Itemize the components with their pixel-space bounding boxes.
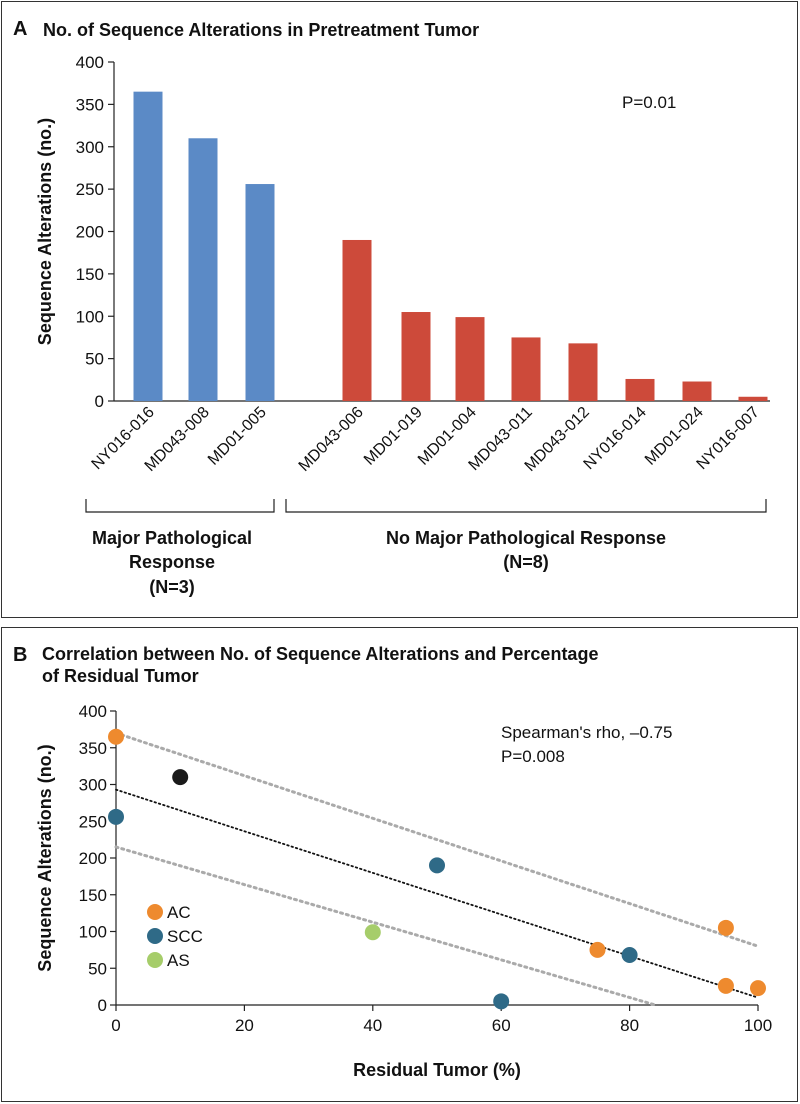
data-point (589, 941, 606, 958)
y-tick-label: 50 (85, 350, 104, 369)
panel-a: A No. of Sequence Alterations in Pretrea… (1, 1, 798, 618)
x-tick-label: 60 (492, 1016, 511, 1035)
legend-marker (147, 928, 163, 944)
bracket-major (85, 499, 275, 513)
regression-fit-line (115, 788, 759, 999)
bar (738, 396, 768, 401)
bar (455, 317, 485, 401)
panel-b-title-line-2: of Residual Tumor (42, 666, 199, 686)
y-tick-label: 400 (79, 702, 107, 721)
panel-a-letter: A (13, 18, 28, 40)
x-tick-label: 20 (235, 1016, 254, 1035)
y-tick-label: 400 (76, 53, 104, 72)
group-label-no-major: No Major Pathological Response (386, 528, 666, 548)
y-tick-label: 250 (79, 812, 107, 831)
x-tick-label: 40 (363, 1016, 382, 1035)
bar (245, 184, 275, 401)
x-tick-label: 100 (744, 1016, 772, 1035)
data-point (429, 857, 445, 874)
bar (188, 138, 218, 401)
x-axis-label: Residual Tumor (%) (353, 1060, 521, 1080)
panel-b-letter: B (13, 644, 28, 666)
bar (682, 381, 712, 401)
panel-b: B Correlation between No. of Sequence Al… (1, 627, 798, 1102)
data-point (108, 808, 124, 825)
stats-annotation: Spearman's rho, –0.75 (501, 723, 672, 742)
legend-marker (147, 904, 163, 920)
data-point (750, 980, 766, 997)
data-point (364, 924, 381, 941)
x-tick-label: 80 (620, 1016, 639, 1035)
y-tick-label: 100 (79, 923, 107, 942)
x-tick-label: 0 (111, 1016, 120, 1035)
bar (342, 239, 372, 401)
data-point (717, 977, 734, 994)
y-axis-label: Sequence Alterations (no.) (35, 118, 55, 345)
scatter-chart: 0 50 100 150 200 250 300 350 400 0 20 40 60 80 100 Sequ… (35, 702, 772, 1080)
data-point (108, 728, 124, 745)
y-tick-label: 250 (76, 180, 104, 199)
legend-label: AS (167, 951, 190, 970)
group-label-no-major: (N=8) (503, 552, 549, 572)
y-axis-label: Sequence Alterations (no.) (35, 744, 55, 971)
y-tick-label: 350 (76, 95, 104, 114)
y-tick-label: 150 (79, 886, 107, 905)
stats-annotation: P=0.008 (501, 747, 565, 766)
bar (133, 91, 163, 401)
legend-label: SCC (167, 927, 203, 946)
group-label-major: Major Pathological (92, 528, 252, 548)
bar (568, 343, 598, 401)
bar (625, 378, 655, 401)
y-tick-label: 200 (76, 223, 104, 242)
y-tick-label: 300 (79, 776, 107, 795)
y-tick-label: 350 (79, 739, 107, 758)
bar (511, 337, 541, 401)
y-tick-label: 150 (76, 265, 104, 284)
panel-a-title: No. of Sequence Alterations in Pretreatm… (43, 20, 480, 40)
y-tick-label: 100 (76, 307, 104, 326)
bar-chart: 0 50 100 150 200 250 300 350 400 Sequence Alterat… (35, 53, 770, 597)
x-tick-label: MD01-005 (205, 404, 270, 469)
bracket-no-major (285, 499, 767, 513)
panel-b-title: Correlation between No. of Sequence Alte… (42, 643, 598, 687)
legend-marker (147, 952, 163, 968)
bar (401, 312, 431, 401)
y-tick-label: 50 (88, 959, 107, 978)
group-label-major: Response (129, 552, 215, 572)
p-value-annotation: P=0.01 (622, 93, 676, 112)
panel-b-title-line-1: Correlation between No. of Sequence Alte… (42, 644, 599, 664)
legend-label: AC (167, 903, 191, 922)
data-point (172, 769, 189, 786)
data-point (493, 993, 510, 1010)
x-tick-label: MD043-006 (296, 404, 367, 475)
confidence-band-line (114, 845, 657, 1007)
data-point (621, 947, 638, 964)
y-tick-label: 200 (79, 849, 107, 868)
confidence-band-line (114, 731, 760, 948)
data-point (717, 919, 734, 936)
y-tick-label: 0 (98, 996, 107, 1015)
y-tick-label: 300 (76, 138, 104, 157)
group-label-major: (N=3) (149, 577, 195, 597)
y-tick-label: 0 (95, 392, 104, 411)
